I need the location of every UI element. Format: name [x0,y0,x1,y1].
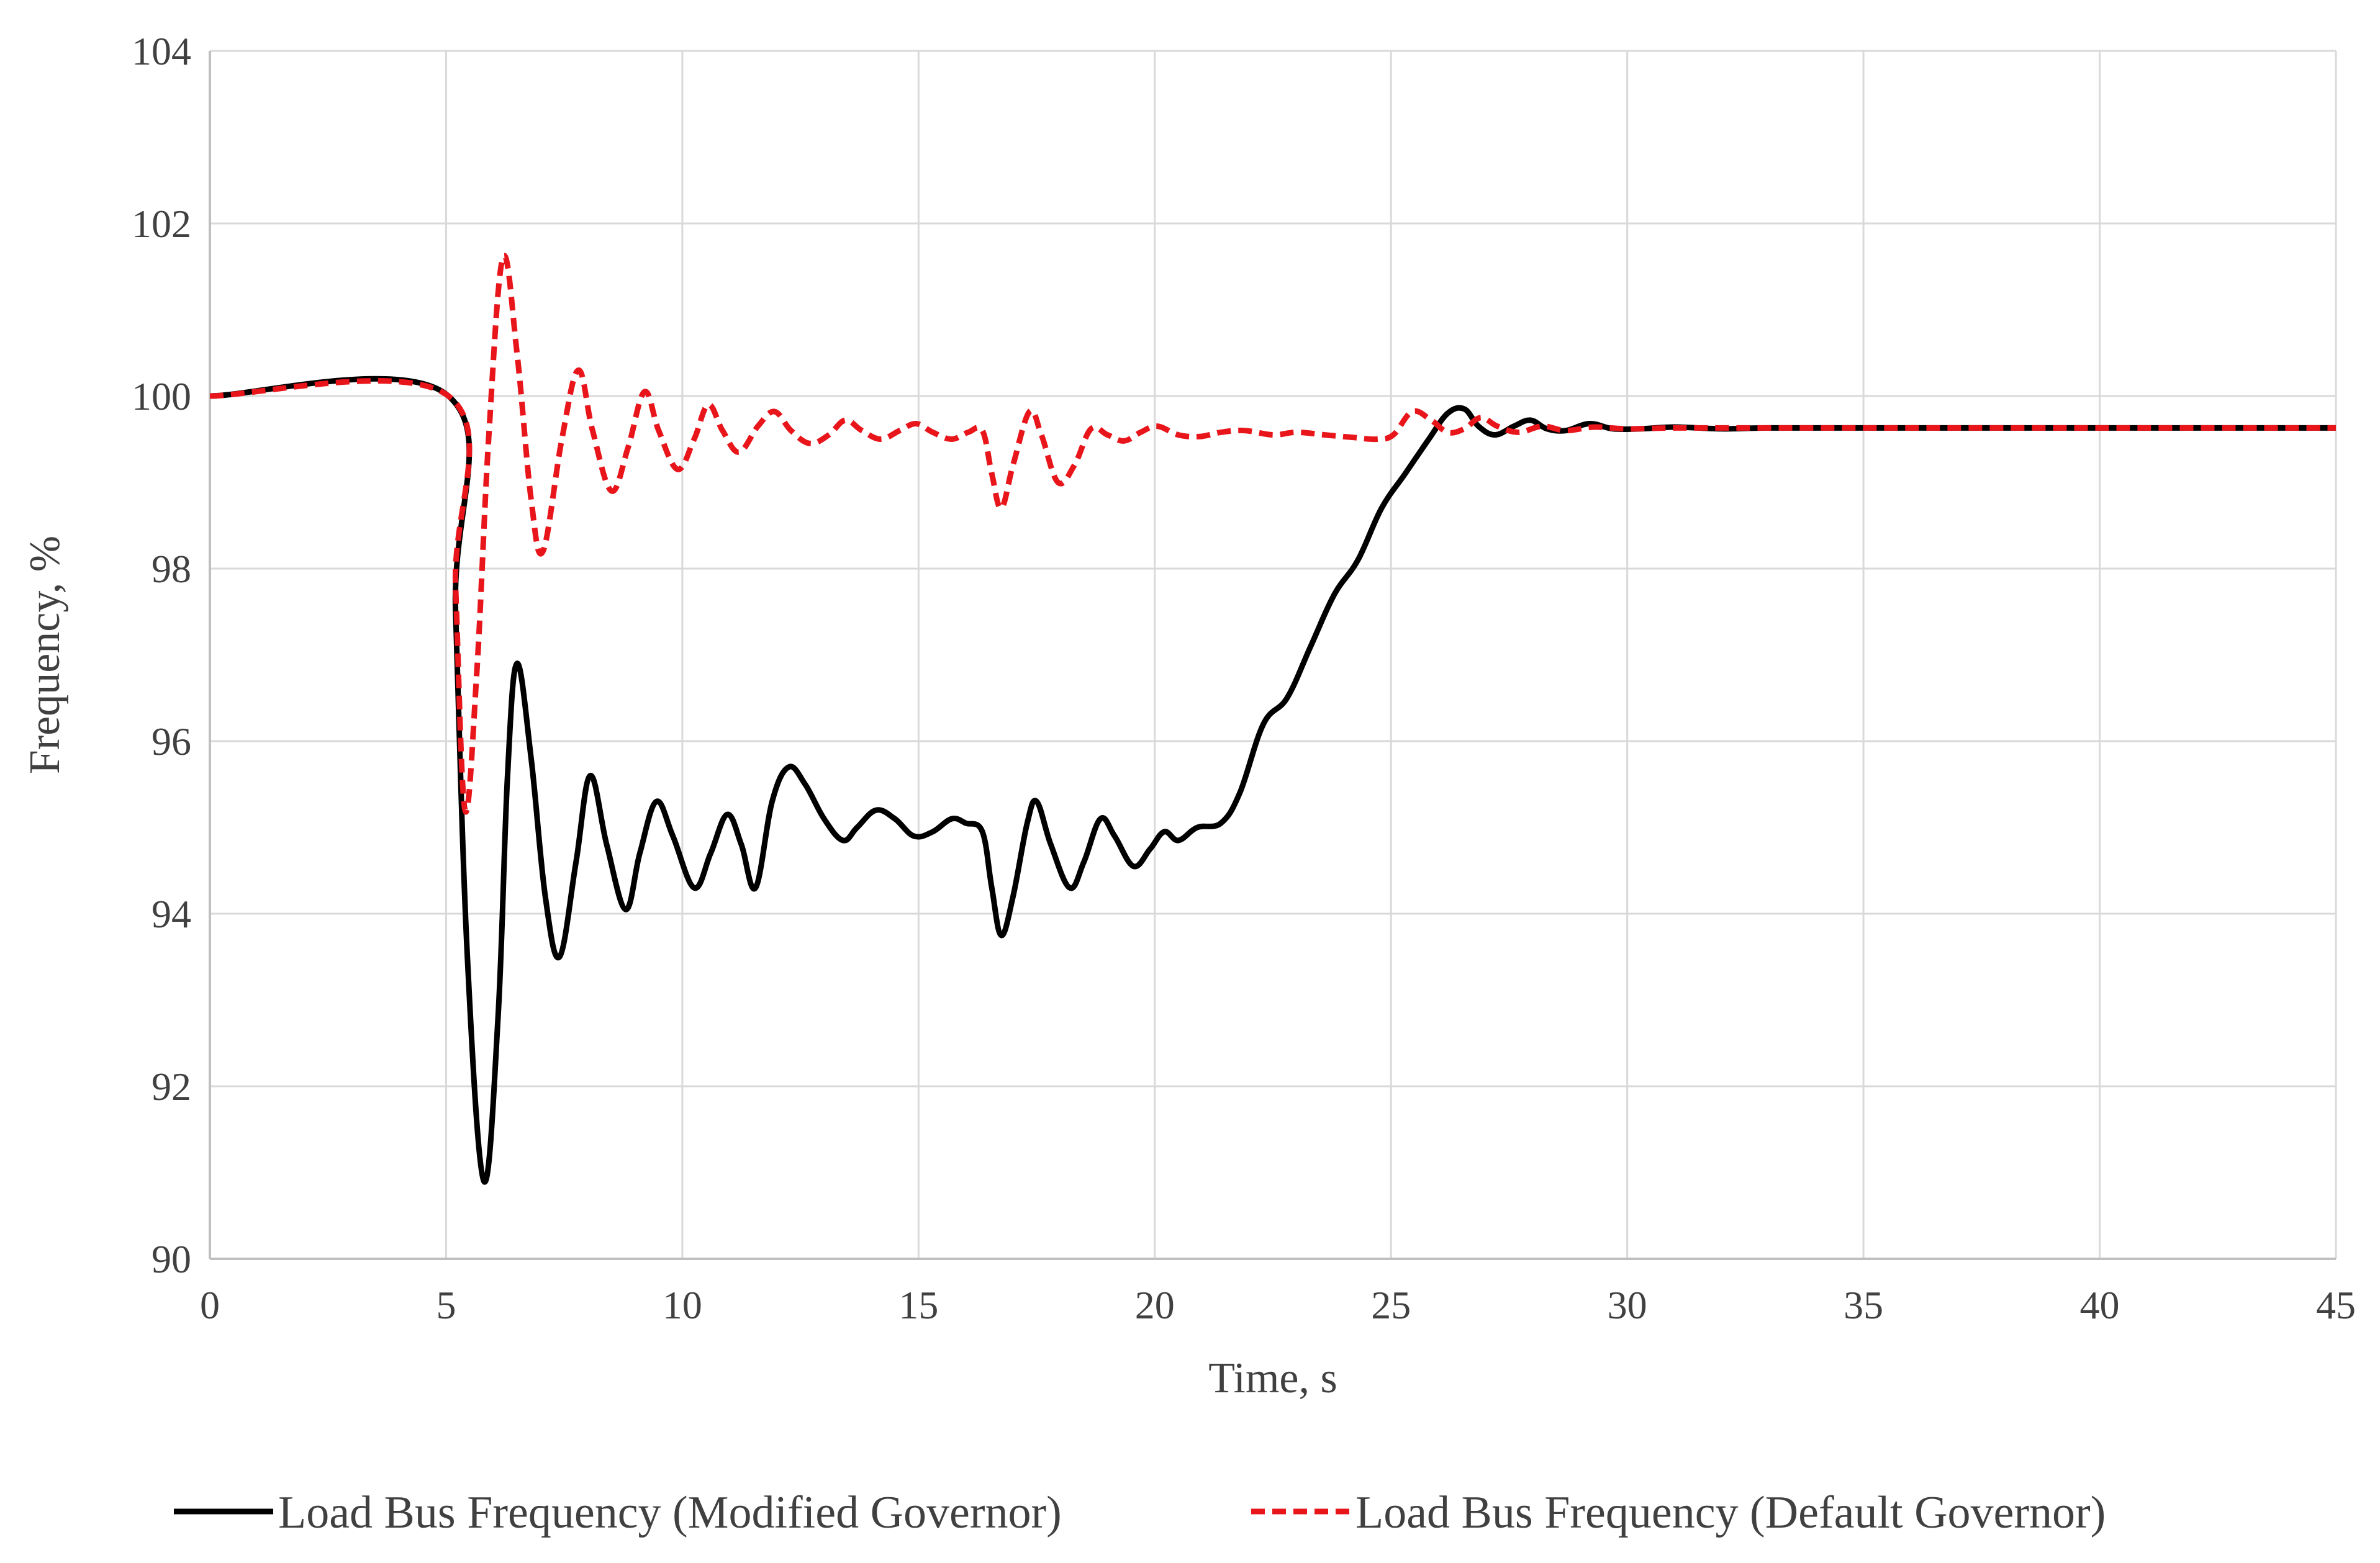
y-tick-label-98: 98 [152,547,191,591]
x-axis-title: Time, s [1208,1354,1337,1402]
y-axis-title: Frequency, % [21,536,69,774]
y-tick-label-92: 92 [152,1065,191,1109]
x-tick-label-15: 15 [898,1283,938,1327]
y-tick-label-104: 104 [132,29,191,73]
x-tick-label-40: 40 [2080,1283,2120,1327]
legend-label-modified-governor: Load Bus Frequency (Modified Governor) [278,1487,1062,1538]
x-tick-label-10: 10 [663,1283,702,1327]
y-tick-label-96: 96 [152,719,191,763]
y-tick-label-102: 102 [132,202,191,246]
tick-labels: 90 92 94 96 98 100 102 104 0 5 10 15 20 25 30 35 40 45 [132,29,2356,1327]
x-tick-label-0: 0 [200,1283,220,1327]
y-tick-label-90: 90 [152,1237,191,1281]
x-tick-label-5: 5 [436,1283,456,1327]
legend: Load Bus Frequency (Modified Governor) L… [174,1487,2106,1538]
series-line-modified-governor [209,376,2336,1185]
axis-layer [209,51,2336,1260]
grid-layer [209,50,2337,1260]
x-tick-label-20: 20 [1135,1283,1175,1327]
x-tick-label-45: 45 [2316,1283,2356,1327]
series-layer [209,253,2336,1185]
series-line-default-governor [209,253,2336,815]
legend-label-default-governor: Load Bus Frequency (Default Governor) [1355,1487,2106,1538]
x-tick-label-25: 25 [1371,1283,1411,1327]
x-tick-label-35: 35 [1844,1283,1883,1327]
x-tick-label-30: 30 [1608,1283,1647,1327]
y-tick-label-100: 100 [132,374,191,418]
y-tick-label-94: 94 [152,892,191,936]
